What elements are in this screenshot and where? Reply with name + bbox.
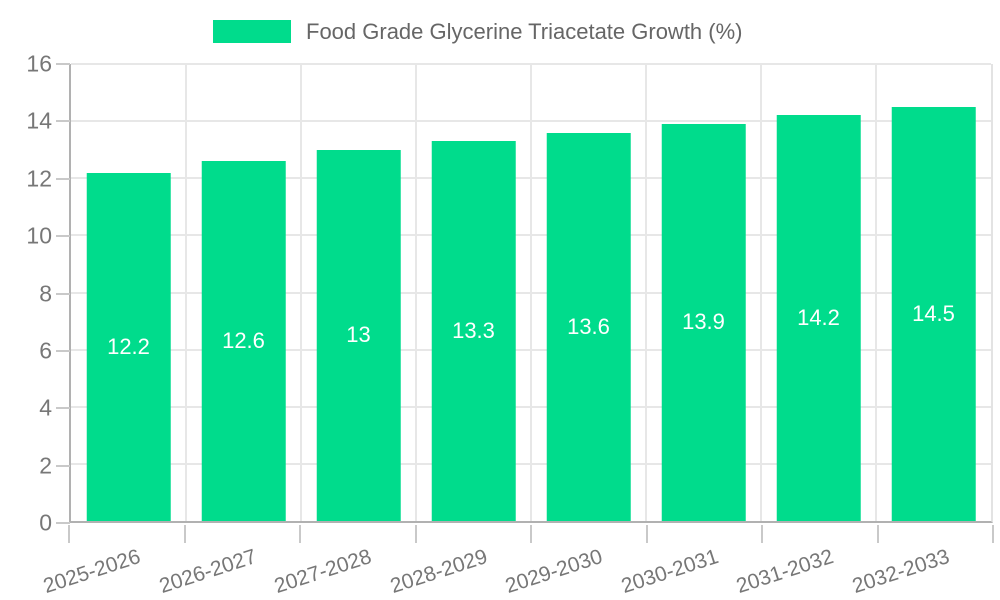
x-axis-tick <box>183 525 186 543</box>
y-axis-tick <box>56 464 70 467</box>
bar-value-label: 14.5 <box>912 300 955 326</box>
y-axis-tick-label: 6 <box>39 337 52 364</box>
y-axis-tick <box>56 120 70 123</box>
y-axis-tick <box>56 235 70 238</box>
bar-value-label: 13.6 <box>567 313 610 339</box>
gridline-vertical <box>300 64 302 521</box>
x-axis-tick <box>876 525 879 543</box>
x-axis-tick <box>414 525 417 543</box>
plot-area: 12.2 12.6 13 13.3 13.6 13.9 14.2 14.5 <box>69 63 993 523</box>
x-axis-category-label: 2025-2026 <box>40 545 144 598</box>
bar: 13 <box>316 149 401 521</box>
bar-value-label: 12.6 <box>222 328 265 354</box>
legend-label: Food Grade Glycerine Triacetate Growth (… <box>306 18 743 44</box>
bar: 12.6 <box>201 161 286 521</box>
legend-item[interactable]: Food Grade Glycerine Triacetate Growth (… <box>213 20 743 43</box>
y-axis-tick <box>56 292 70 295</box>
y-axis-tick-label: 4 <box>39 394 52 421</box>
y-axis-tick-label: 8 <box>39 280 52 306</box>
bar: 13.6 <box>546 132 631 521</box>
y-axis-tick <box>56 349 70 352</box>
y-axis-tick-label: 2 <box>39 452 52 479</box>
x-axis-category-label: 2026-2027 <box>156 545 260 598</box>
bar-value-label: 12.2 <box>107 333 150 359</box>
x-axis-category-label: 2029-2030 <box>502 545 606 598</box>
x-axis-category-label: 2028-2029 <box>387 545 491 598</box>
bar-value-label: 13.3 <box>452 318 495 344</box>
x-axis-tick <box>992 525 994 543</box>
bar-value-label: 13 <box>346 322 371 348</box>
legend-swatch <box>213 20 291 43</box>
bar: 13.3 <box>431 141 516 521</box>
gridline-vertical <box>530 64 532 521</box>
y-axis-tick-label: 12 <box>26 165 52 192</box>
x-axis-tick <box>299 525 301 543</box>
bar: 12.2 <box>86 172 171 521</box>
gridline-vertical <box>645 64 647 521</box>
x-axis-category-label: 2032-2033 <box>849 545 953 598</box>
y-axis-tick-label: 16 <box>26 50 52 77</box>
bar: 14.5 <box>891 106 976 521</box>
x-axis-category-label: 2031-2032 <box>733 545 837 598</box>
x-axis-tick <box>761 525 763 543</box>
y-axis-tick <box>56 407 70 410</box>
y-axis-tick <box>56 63 70 65</box>
x-axis-category-label: 2027-2028 <box>271 545 375 598</box>
y-axis-tick-label: 10 <box>26 222 52 249</box>
gridline-vertical <box>185 64 187 521</box>
gridline-vertical <box>875 64 877 521</box>
bar-value-label: 13.9 <box>682 309 725 335</box>
x-axis-tick <box>530 525 532 543</box>
bar: 14.2 <box>776 115 861 521</box>
y-axis-tick <box>56 522 70 524</box>
x-axis-tick <box>645 525 648 543</box>
y-axis-tick <box>56 177 70 180</box>
x-axis-category-label: 2030-2031 <box>618 545 722 598</box>
y-axis-tick-label: 0 <box>39 509 52 536</box>
bar: 13.9 <box>661 123 746 521</box>
gridline-vertical <box>760 64 762 521</box>
bar-value-label: 14.2 <box>797 305 840 331</box>
gridline-vertical <box>415 64 417 521</box>
y-axis-tick-label: 14 <box>26 107 52 134</box>
x-axis-tick <box>68 525 70 543</box>
